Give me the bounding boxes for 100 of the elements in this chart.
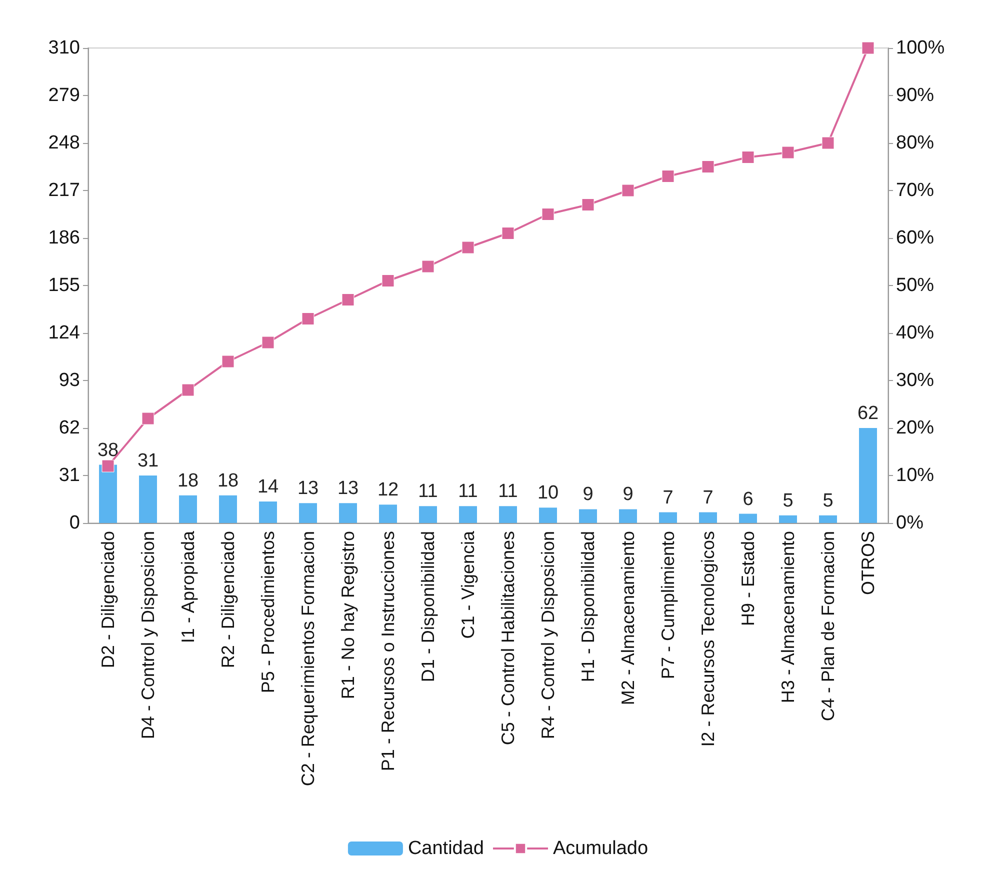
x-tick-label: R2 - Diligenciado [218,531,238,668]
x-tick-label: R1 - No hay Registro [338,531,358,700]
data-label: 11 [458,481,478,502]
bar [499,506,517,523]
y-tick-label: 279 [48,85,80,106]
point [462,241,474,254]
data-label: 18 [217,470,239,492]
y-tick-label: 155 [48,275,80,296]
point [102,460,114,472]
y-tick-label: 310 [48,38,80,58]
x-tick-label: R4 - Control y Disposicion [538,531,558,740]
x-tick-label: P5 - Procedimientos [258,531,278,694]
point [142,412,154,425]
x-tick-label: M2 - Almacenamiento [618,531,638,706]
y-tick-label: 62 [58,418,80,438]
bar [219,495,237,523]
data-label: 11 [498,481,518,502]
point [342,294,354,306]
bar [459,506,477,523]
point [222,355,234,368]
legend-label: Cantidad [408,838,484,859]
y2-tick-label: 90% [896,85,934,106]
y-tick-label: 0 [69,512,80,534]
x-tick-label: P7 - Cumplimiento [658,531,678,680]
x-tick-label: C1 - Vigencia [458,530,478,639]
bar [99,464,117,523]
point [302,312,314,325]
data-label: 31 [137,450,159,472]
bar [659,512,677,523]
y-tick-label: 186 [48,228,80,248]
bar [179,495,197,523]
x-tick-label: H3 - Almacenamiento [778,531,798,704]
y-tick-label: 217 [48,180,80,201]
data-label: 9 [622,484,634,506]
bar [859,428,877,523]
x-tick-label: C2 - Requerimientos Formacion [298,531,318,786]
bar [299,503,317,523]
bar [819,515,837,523]
x-tick-label: H1 - Disponibilidad [578,531,598,682]
point [662,170,674,182]
y2-tick-label: 30% [896,370,934,391]
data-label: 11 [418,481,438,502]
point [262,336,274,349]
y2-tick-label: 40% [896,322,934,344]
y2-tick-label: 80% [896,132,934,154]
bar [579,509,597,523]
point [182,384,194,396]
x-tick-label: C5 - Control Habilitaciones [498,531,518,746]
point [542,208,554,220]
data-label: 13 [337,478,359,500]
point [582,198,594,211]
y-tick-label: 31 [58,465,80,486]
data-label: 10 [537,482,559,504]
x-tick-label: D2 - Diligenciado [98,531,118,668]
bar [259,502,277,523]
data-label: 38 [97,440,119,461]
x-tick-label: H9 - Estado [738,531,758,626]
y2-tick-label: 100% [896,38,945,58]
point [822,136,834,150]
bar [539,508,557,523]
bar [139,476,157,523]
bar [699,512,717,523]
data-label: 13 [297,478,319,500]
point [702,160,714,173]
y2-tick-label: 60% [896,228,934,248]
data-label: 7 [662,487,674,508]
point [622,184,634,197]
data-label: 5 [782,490,794,512]
data-label: 12 [377,480,399,501]
data-label: 6 [742,488,754,510]
bar [739,514,757,523]
point [382,274,394,287]
y-tick-label: 124 [48,322,80,344]
point [782,146,794,159]
data-label: 14 [257,476,279,498]
y2-tick-label: 70% [896,180,934,201]
point [502,227,514,240]
data-label: 62 [857,403,879,424]
data-label: 9 [582,484,594,506]
point [422,260,434,273]
data-label: 7 [702,487,714,508]
x-tick-label: D1 - Disponibilidad [418,531,438,682]
y2-tick-label: 50% [896,275,934,296]
y2-tick-label: 10% [896,465,934,486]
bar [379,504,397,523]
y-tick-label: 248 [48,132,80,154]
x-tick-label: P1 - Recursos o Instrucciones [378,531,398,772]
x-tick-label: C4 - Plan de Formacion [818,531,838,722]
data-label: 5 [822,490,834,512]
y2-tick-label: 20% [896,418,934,438]
data-label: 18 [177,470,199,492]
bar [779,515,797,523]
legend-label: Acumulado [553,838,648,859]
x-tick-label: I2 - Recursos Tecnologicos [698,531,718,747]
bar [339,503,357,523]
x-tick-label: D4 - Control y Disposicion [138,531,158,740]
bar [619,509,637,523]
point [862,42,874,54]
x-tick-label: OTROS [858,531,878,596]
bar [419,506,437,523]
